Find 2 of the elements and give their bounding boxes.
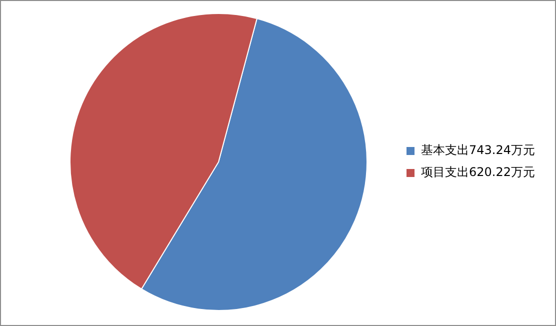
legend-label: 基本支出743.24万元	[421, 143, 536, 158]
legend-label: 项目支出620.22万元	[421, 165, 536, 180]
